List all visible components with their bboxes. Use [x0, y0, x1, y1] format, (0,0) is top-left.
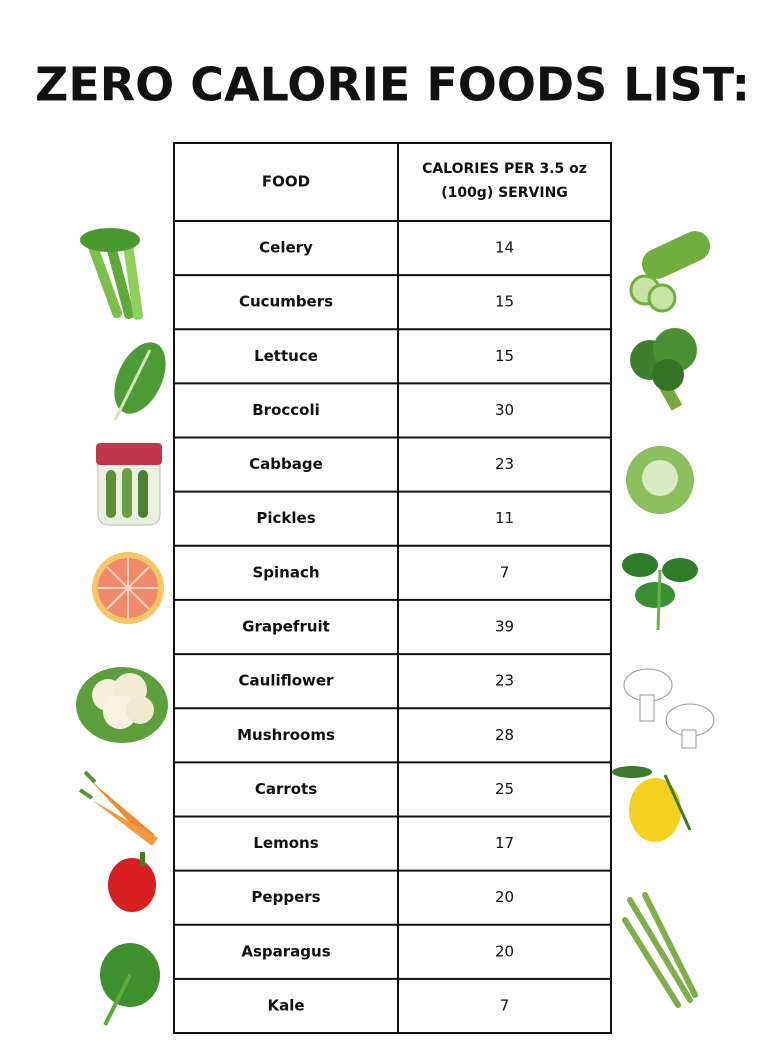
food-name: Grapefruit: [242, 618, 330, 636]
food-name: Cucumbers: [239, 293, 333, 311]
food-name: Carrots: [255, 780, 317, 798]
food-name: Pickles: [256, 509, 315, 527]
grapefruit-icon: [92, 552, 164, 624]
food-name: Cabbage: [249, 455, 323, 473]
mushrooms-icon: [623, 668, 715, 749]
cauliflower-icon: [76, 667, 168, 743]
calorie-value: 7: [500, 563, 510, 581]
table-border: [173, 142, 612, 1034]
food-name: Lettuce: [254, 347, 318, 365]
celery-icon: [80, 228, 144, 320]
broccoli-icon: [630, 328, 697, 411]
food-name: Asparagus: [241, 942, 330, 960]
food-name: Kale: [267, 996, 304, 1014]
pickles-icon: [96, 443, 162, 526]
cucumber-icon: [629, 231, 711, 313]
calorie-value: 25: [495, 780, 514, 798]
calorie-value: 11: [495, 509, 514, 527]
calorie-value: 28: [495, 726, 514, 744]
calorie-value: 7: [500, 996, 510, 1014]
header-cell: CALORIES PER 3.5 oz (100g) SERVING: [422, 161, 587, 201]
food-name: Lemons: [253, 834, 318, 852]
asparagus-icon: [622, 892, 698, 1008]
header-cell-box: CALORIES PER 3.5 oz (100g) SERVING: [422, 161, 587, 201]
cabbage-icon: [626, 446, 694, 514]
calorie-value: 23: [495, 672, 514, 690]
lemon-icon: [612, 766, 692, 842]
page-title: ZERO CALORIE FOODS LIST:: [35, 58, 750, 112]
spinach-icon: [622, 553, 698, 631]
food-name: Celery: [259, 239, 313, 257]
calorie-value: 20: [495, 942, 514, 960]
table: FOOD CALORIES PER 3.5 oz (100g) SERVING Ce…: [173, 142, 612, 1034]
calorie-value: 30: [495, 401, 514, 419]
calorie-value: 39: [495, 618, 514, 636]
calorie-value: 14: [495, 239, 514, 257]
food-name: Peppers: [251, 888, 320, 906]
illustrations: [76, 228, 715, 1026]
lettuce-icon: [113, 342, 166, 421]
food-name: Spinach: [252, 563, 319, 581]
calorie-value: 15: [495, 347, 514, 365]
food-name: Mushrooms: [237, 726, 335, 744]
carrots-icon: [78, 770, 158, 846]
calorie-value: 20: [495, 888, 514, 906]
pepper-icon: [108, 852, 156, 912]
food-name: Cauliflower: [239, 672, 335, 690]
kale-icon: [100, 943, 160, 1026]
calorie-value: 15: [495, 293, 514, 311]
header-cell: FOOD: [262, 173, 310, 191]
calorie-value: 17: [495, 834, 514, 852]
food-name: Broccoli: [252, 401, 320, 419]
calorie-value: 23: [495, 455, 514, 473]
